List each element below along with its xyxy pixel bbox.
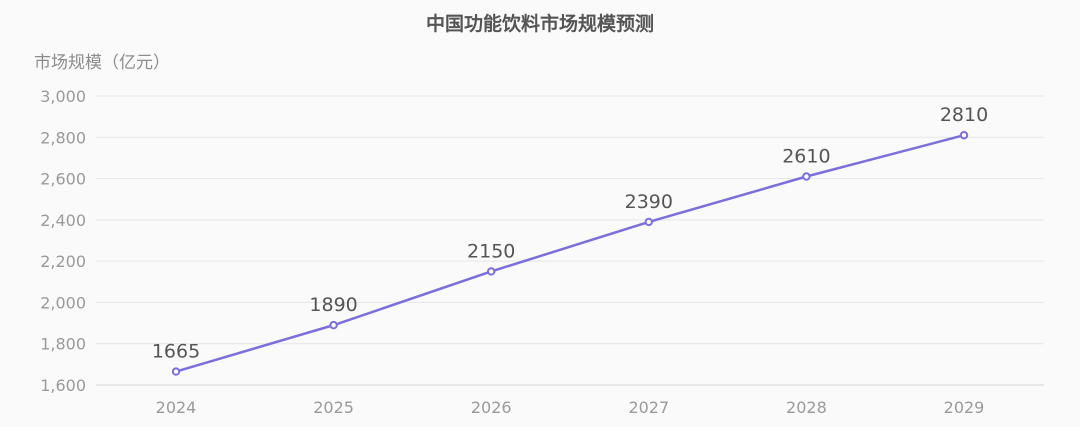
y-axis-label: 市场规模（亿元） [34, 53, 170, 73]
x-tick-label: 2025 [313, 398, 354, 417]
y-axis-ticks: 1,600 1,800 2,000 2,200 2,400 2,600 2,800 3,000 [40, 87, 86, 395]
data-label: 2610 [782, 146, 830, 168]
data-labels: 1665 1890 2150 2390 2610 2810 [152, 104, 988, 362]
series-line [175, 134, 965, 373]
y-tick-label: 2,400 [40, 211, 86, 230]
x-axis-ticks: 2024 2025 2026 2027 2028 2029 [156, 398, 985, 417]
chart-title: 中国功能饮料市场规模预测 [426, 12, 654, 35]
y-tick-label: 2,800 [40, 128, 86, 147]
data-point [487, 267, 496, 276]
data-point [329, 320, 338, 330]
y-tick-label: 3,000 [40, 87, 86, 106]
x-tick-label: 2029 [944, 398, 985, 417]
data-label: 2810 [940, 104, 988, 126]
series-layer [171, 131, 969, 376]
y-tick-label: 1,800 [40, 335, 86, 354]
grid-lines [96, 95, 1044, 386]
y-tick-label: 1,600 [40, 376, 86, 395]
x-tick-label: 2026 [471, 398, 512, 417]
data-label: 1665 [152, 341, 200, 363]
data-label: 2150 [467, 240, 515, 262]
data-point [171, 367, 181, 376]
y-tick-label: 2,200 [40, 252, 86, 271]
data-point [959, 131, 969, 140]
data-point [802, 172, 811, 181]
y-tick-label: 2,600 [40, 170, 86, 189]
data-label: 2390 [625, 191, 673, 213]
y-tick-label: 2,000 [40, 293, 86, 312]
x-tick-label: 2028 [786, 398, 827, 417]
data-point [644, 217, 653, 227]
data-label: 1890 [309, 294, 357, 316]
x-tick-label: 2024 [156, 398, 197, 417]
x-tick-label: 2027 [628, 398, 669, 417]
